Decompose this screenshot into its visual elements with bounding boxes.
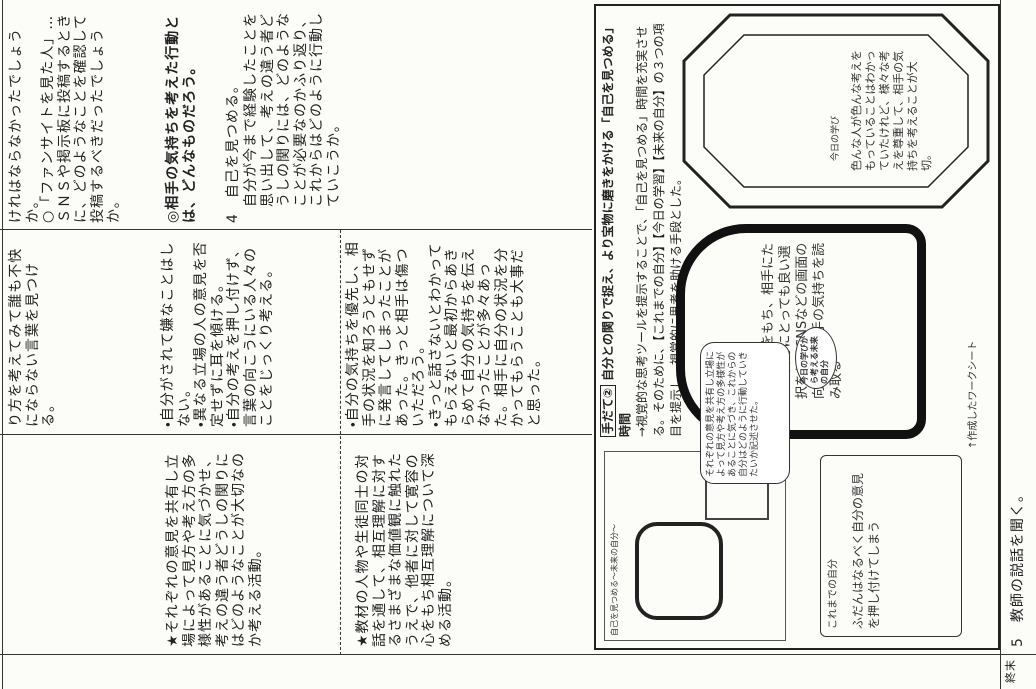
closing-activity: 5 教師の説話を聞く。 — [1010, 487, 1026, 647]
column-line — [0, 654, 1036, 655]
today-text: 色んな人が色んな考えをもっていることはわかっていたけれど、様々な考えを尊重して、… — [850, 50, 933, 171]
row-divider — [340, 230, 341, 655]
activity-step: 4 自己を見つめる。 — [225, 78, 241, 223]
activity-text: けれはならなかったでしょうか。 — [8, 28, 41, 223]
today-label: 今日の学び — [831, 115, 841, 161]
worksheet-caption: ↑作成したワークシート — [968, 340, 979, 449]
support-text: ★教材の人物や生徒同士の対話を通して、相互理解に対するさまざまな価値観に触れたう… — [355, 452, 454, 647]
table-edge — [2, 0, 3, 689]
response-item: ・自分がされて嫌なことはしない。 — [160, 241, 193, 427]
octagon-inner — [703, 34, 969, 188]
activity-text: ○「ファンサイトを見た人」…ＳＮＳや掲示板に投稿するときに、どのようなことを確認… — [40, 13, 122, 223]
thumb-title: 自己を見つめる～未来の自分～ — [610, 524, 619, 636]
future-label: 今日の学びから考える未来の自分 — [800, 336, 829, 384]
method-heading: 手だて② 自分との関りで捉え、より宝物に磨きをかける「自己を見つめる」時間 →視… — [600, 12, 685, 437]
support-text: ★それぞれの意見を共有し立場によって見方や考え方の多様性があることに気づかせ、考… — [165, 452, 264, 647]
bubble-text: それぞれの意見を共有し立場によって見方や考え方の多様性があることに気づき、これか… — [706, 350, 760, 477]
today-octagon — [682, 13, 990, 209]
activity-question: ◎相手の気持ちを考えた行動とは、どんなものだろう。 — [165, 14, 198, 223]
past-panel — [820, 455, 962, 637]
response-item: ・自分の気持ちを優先し、相手の状況を知ろうともせずに発言してしまったことがあった… — [345, 241, 427, 427]
row-line — [1000, 0, 1001, 689]
method-label: 手だて② — [600, 384, 616, 437]
method-title: 自分との関りで捉え、より宝物に磨きをかける「自己を見つめる」時間 — [601, 21, 632, 437]
stage-label: 終末 — [1004, 659, 1017, 683]
column-line — [0, 229, 592, 230]
activity-text: 自分が今まで経験したことを思い出して、考えの違う者どうしの関りには、どのようなこ… — [243, 12, 342, 207]
column-line — [0, 434, 592, 435]
response-group: ・自分の気持ちを優先し、相手の状況を知ろうともせずに発言してしまったことがあった… — [345, 237, 543, 427]
past-text: ふだんはなるべく自分の意見を押し付けてしまう — [851, 472, 881, 629]
response-item: ・異なる立場の人の意見を否定せずに耳を傾ける。 — [193, 241, 226, 427]
response-item: ・きっと話さないとわかってもらえないと最初からあきらめて自分の気持ちを伝えなかっ… — [427, 242, 543, 428]
response-group: ・自分がされて嫌なことはしない。 ・異なる立場の人の意見を否定せずに耳を傾ける。… — [160, 237, 276, 427]
thumb-window — [635, 522, 723, 620]
past-label: これまでの自分 — [828, 559, 839, 629]
response-item: ・自分の考えを押し付けず、言葉の向こうにいる人々のことをじっくり考える。 — [226, 242, 275, 427]
octagon-outline — [682, 13, 990, 209]
response-text: り方を考えてみて誰も不快にならない言葉を見つける。 — [8, 247, 57, 427]
